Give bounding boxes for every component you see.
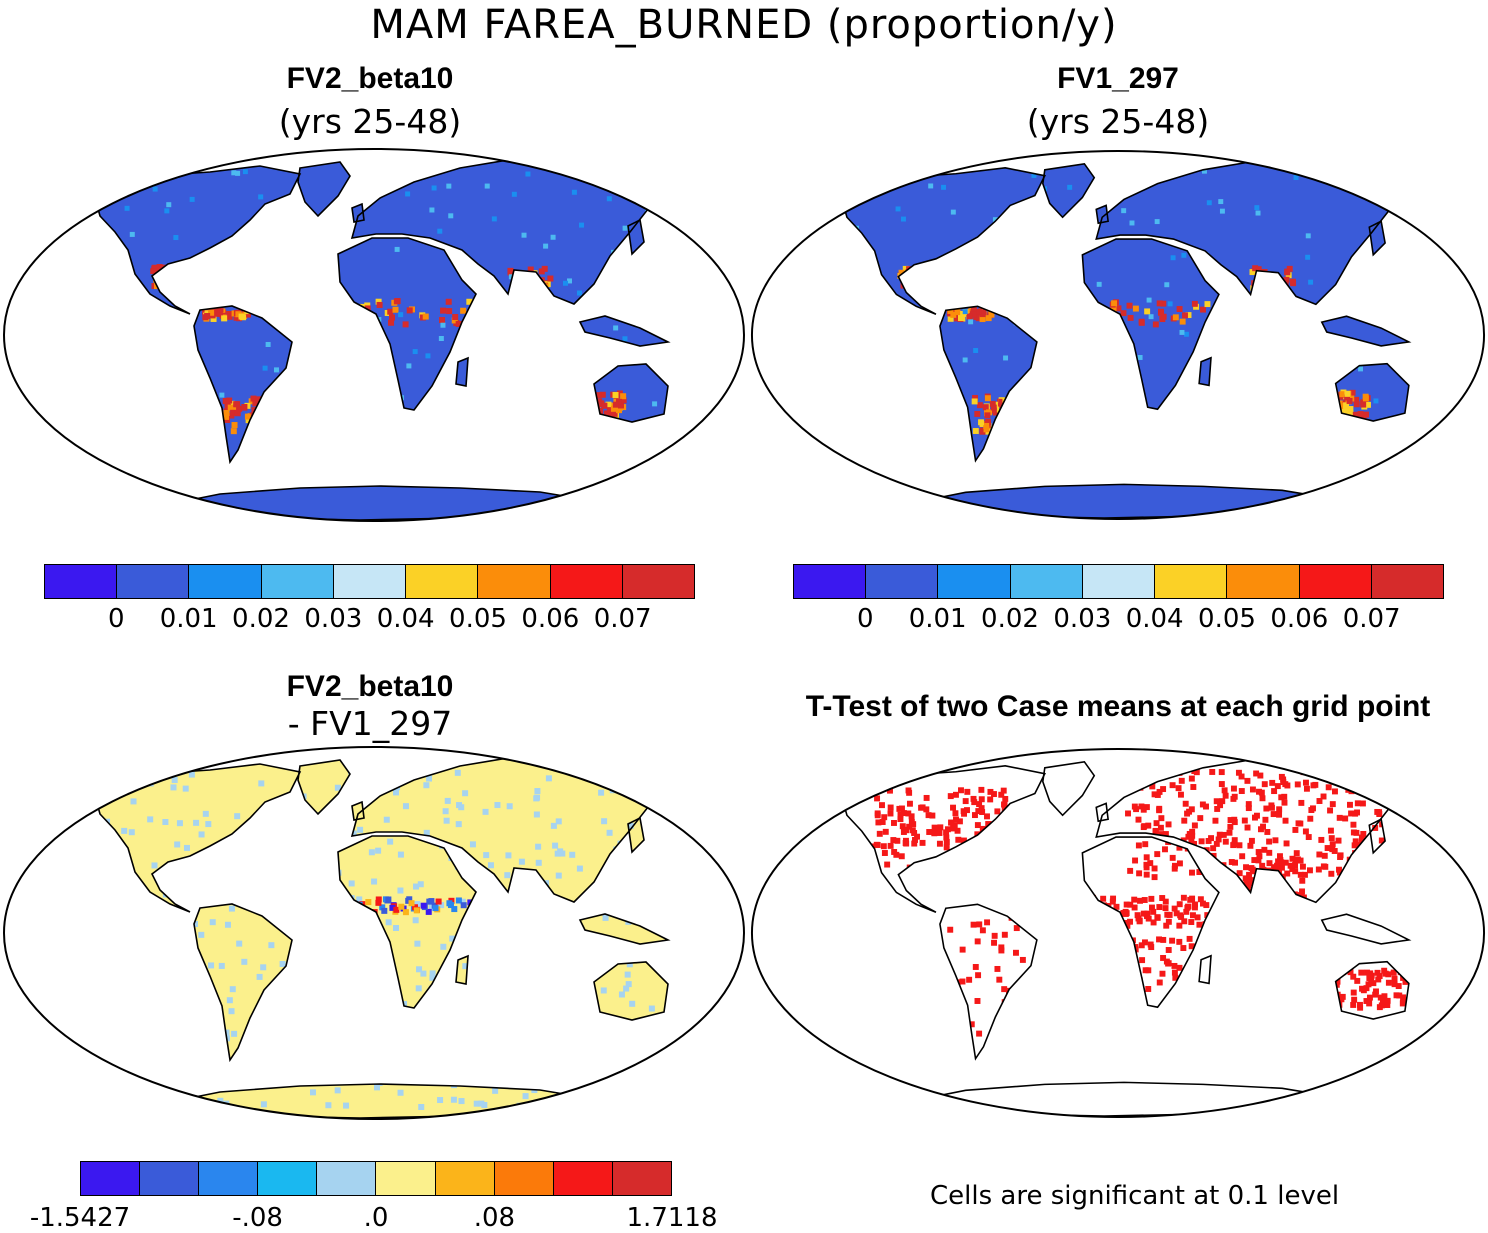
ticks-c-label-1: -.08 bbox=[232, 1203, 283, 1233]
continent-southAmerica bbox=[939, 306, 1037, 461]
ticks-a-label-0: 0 bbox=[108, 604, 125, 634]
colorbar-a-swatch-4 bbox=[333, 565, 407, 598]
colorbar-diff-swatch-2 bbox=[199, 1162, 259, 1195]
panel-b-map bbox=[750, 150, 1486, 520]
colorbar-diff-swatch-7 bbox=[494, 1162, 554, 1195]
ticks-b-label-5: 0.05 bbox=[1198, 604, 1256, 634]
ticks-a-label-5: 0.05 bbox=[449, 604, 507, 634]
continent-newzealand bbox=[1448, 1025, 1463, 1049]
colorbar-diff-swatch-5 bbox=[376, 1162, 436, 1195]
panel-c-map bbox=[3, 746, 745, 1120]
continent-indonesia bbox=[1321, 914, 1409, 944]
continent-northAmerica bbox=[95, 166, 300, 314]
continent-uk bbox=[352, 802, 364, 820]
panel-d-map bbox=[750, 748, 1486, 1118]
continent-madagascar bbox=[1199, 955, 1211, 984]
colorbar-difference bbox=[80, 1161, 672, 1196]
panel-d-title: T-Test of two Case means at each grid po… bbox=[805, 690, 1431, 723]
colorbar-diff-swatch-9 bbox=[612, 1162, 671, 1195]
ticks-b-label-3: 0.03 bbox=[1053, 604, 1112, 634]
ticks-b-label-6: 0.06 bbox=[1270, 604, 1329, 634]
colorbar-a-swatch-8 bbox=[622, 565, 694, 598]
colorbar-diff-swatch-8 bbox=[553, 1162, 613, 1195]
continent-greenland bbox=[1042, 761, 1095, 816]
ticks-b-label-0: 0 bbox=[857, 604, 874, 634]
continent-indonesia bbox=[580, 316, 668, 346]
ticks-a-label-1: 0.01 bbox=[159, 604, 218, 634]
continent-australia bbox=[594, 962, 668, 1020]
continent-greenland bbox=[298, 760, 350, 814]
colorbar-panel-b bbox=[793, 564, 1444, 599]
colorbar-b-swatch-1 bbox=[866, 565, 939, 598]
panel-b-subtitle: (yrs 25-48) bbox=[1026, 102, 1210, 141]
continent-southAmerica bbox=[939, 904, 1037, 1059]
colorbar-b-swatch-3 bbox=[1010, 565, 1083, 598]
colorbar-a-swatch-3 bbox=[261, 565, 334, 598]
continent-newzealand bbox=[1448, 427, 1463, 451]
ticks-c-label-0: -1.5427 bbox=[29, 1203, 131, 1233]
continent-newzealand bbox=[708, 428, 722, 452]
ticks-a-label-3: 0.03 bbox=[304, 604, 363, 634]
continent-madagascar bbox=[456, 956, 468, 984]
colorbar-b-swatch-2 bbox=[938, 565, 1011, 598]
continent-indonesia bbox=[1321, 316, 1409, 346]
continent-uk bbox=[352, 204, 364, 222]
colorbar-a-swatch-5 bbox=[406, 565, 479, 598]
colorbar-a-swatch-1 bbox=[117, 565, 190, 598]
ticks-c-label-2: .0 bbox=[363, 1203, 389, 1233]
ticks-b-label-1: 0.01 bbox=[908, 604, 967, 634]
continent-northAmerica bbox=[95, 764, 300, 912]
continent-madagascar bbox=[456, 358, 468, 386]
continent-greenland bbox=[1042, 163, 1095, 218]
colorbar-b-swatch-4 bbox=[1082, 565, 1156, 598]
colorbar-diff-swatch-0 bbox=[81, 1162, 141, 1195]
significance-note: Cells are significant at 0.1 level bbox=[930, 1181, 1340, 1211]
colorbar-a-swatch-0 bbox=[45, 565, 118, 598]
continent-eurasia bbox=[352, 158, 660, 304]
ticks-a-label-2: 0.02 bbox=[232, 604, 290, 634]
ticks-b-label-2: 0.02 bbox=[981, 604, 1039, 634]
colorbar-b-swatch-8 bbox=[1371, 565, 1443, 598]
colorbar-panel-a bbox=[44, 564, 695, 599]
panel-c-subtitle: - FV1_297 bbox=[287, 704, 453, 743]
continent-southAmerica bbox=[194, 904, 292, 1060]
continent-madagascar bbox=[1199, 357, 1211, 386]
ticks-c-label-4: 1.7118 bbox=[626, 1203, 718, 1233]
continent-indonesia bbox=[580, 914, 668, 944]
colorbar-b-swatch-0 bbox=[794, 565, 867, 598]
continent-newzealand bbox=[708, 1026, 722, 1050]
colorbar-a-swatch-2 bbox=[189, 565, 262, 598]
ticks-a-label-6: 0.06 bbox=[521, 604, 580, 634]
colorbar-a-swatch-6 bbox=[478, 565, 551, 598]
colorbar-diff-swatch-1 bbox=[140, 1162, 200, 1195]
ticks-b-label-4: 0.04 bbox=[1125, 604, 1184, 634]
ticks-a-label-4: 0.04 bbox=[376, 604, 435, 634]
panel-a-map bbox=[3, 148, 745, 522]
continent-greenland bbox=[298, 162, 350, 216]
colorbar-a-swatch-7 bbox=[550, 565, 623, 598]
colorbar-b-swatch-6 bbox=[1227, 565, 1300, 598]
colorbar-diff-swatch-6 bbox=[435, 1162, 495, 1195]
continent-northAmerica bbox=[841, 167, 1045, 315]
colorbar-diff-swatch-4 bbox=[317, 1162, 377, 1195]
ticks-b-label-7: 0.07 bbox=[1342, 604, 1401, 634]
figure-title: MAM FAREA_BURNED (proportion/y) bbox=[370, 2, 1118, 48]
ticks-c-label-3: .08 bbox=[473, 1203, 516, 1233]
panel-c-title: FV2_beta10 bbox=[286, 670, 454, 703]
panel-a-title: FV2_beta10 bbox=[286, 62, 454, 95]
continent-eurasia bbox=[1096, 159, 1401, 305]
continent-uk bbox=[1096, 803, 1109, 822]
continent-eurasia bbox=[352, 756, 660, 902]
colorbar-b-swatch-7 bbox=[1299, 565, 1372, 598]
colorbar-diff-swatch-3 bbox=[258, 1162, 318, 1195]
continent-uk bbox=[1096, 205, 1109, 224]
ticks-a-label-7: 0.07 bbox=[593, 604, 652, 634]
panel-b-title: FV1_297 bbox=[1057, 62, 1179, 95]
panel-a-subtitle: (yrs 25-48) bbox=[278, 102, 462, 141]
colorbar-b-swatch-5 bbox=[1155, 565, 1228, 598]
